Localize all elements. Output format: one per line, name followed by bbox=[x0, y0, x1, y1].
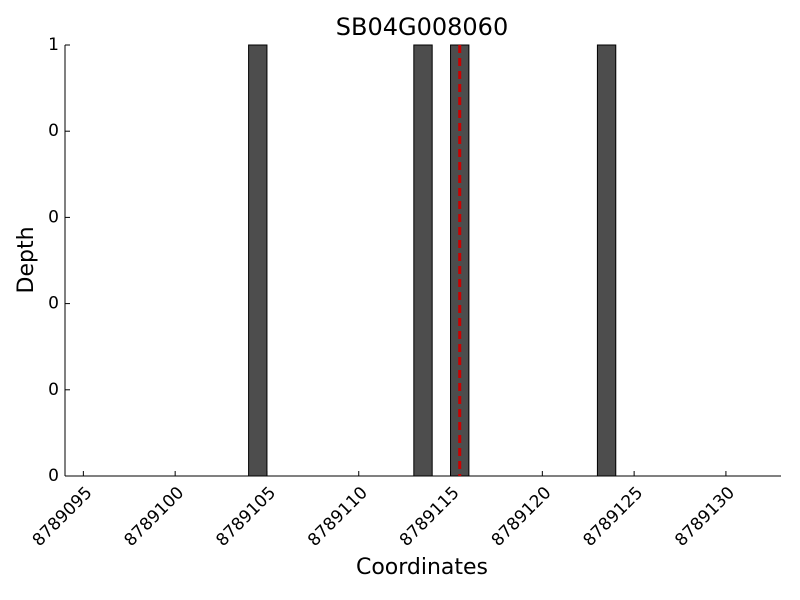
x-tick-label: 8789095 bbox=[29, 483, 97, 551]
x-tick-label: 8789115 bbox=[396, 483, 464, 551]
x-tick-label: 8789120 bbox=[488, 483, 556, 551]
x-tick-label: 8789105 bbox=[212, 483, 280, 551]
chart-title: SB04G008060 bbox=[336, 13, 508, 41]
bar bbox=[248, 44, 268, 477]
y-tick-label: 0 bbox=[48, 466, 59, 486]
y-tick-label: 0 bbox=[48, 294, 59, 314]
y-tick-label: 0 bbox=[48, 207, 59, 227]
x-tick-label: 8789100 bbox=[121, 483, 189, 551]
y-tick-label: 1 bbox=[48, 35, 59, 55]
x-axis-label: Coordinates bbox=[356, 555, 488, 580]
x-tick-label: 8789110 bbox=[304, 483, 372, 551]
y-tick-label: 0 bbox=[48, 380, 59, 400]
y-tick-label: 0 bbox=[48, 121, 59, 141]
bar bbox=[413, 44, 433, 477]
y-axis-label: Depth bbox=[14, 226, 39, 293]
bar bbox=[596, 44, 617, 477]
x-tick-label: 8789130 bbox=[671, 483, 739, 551]
x-tick-label: 8789125 bbox=[580, 483, 648, 551]
